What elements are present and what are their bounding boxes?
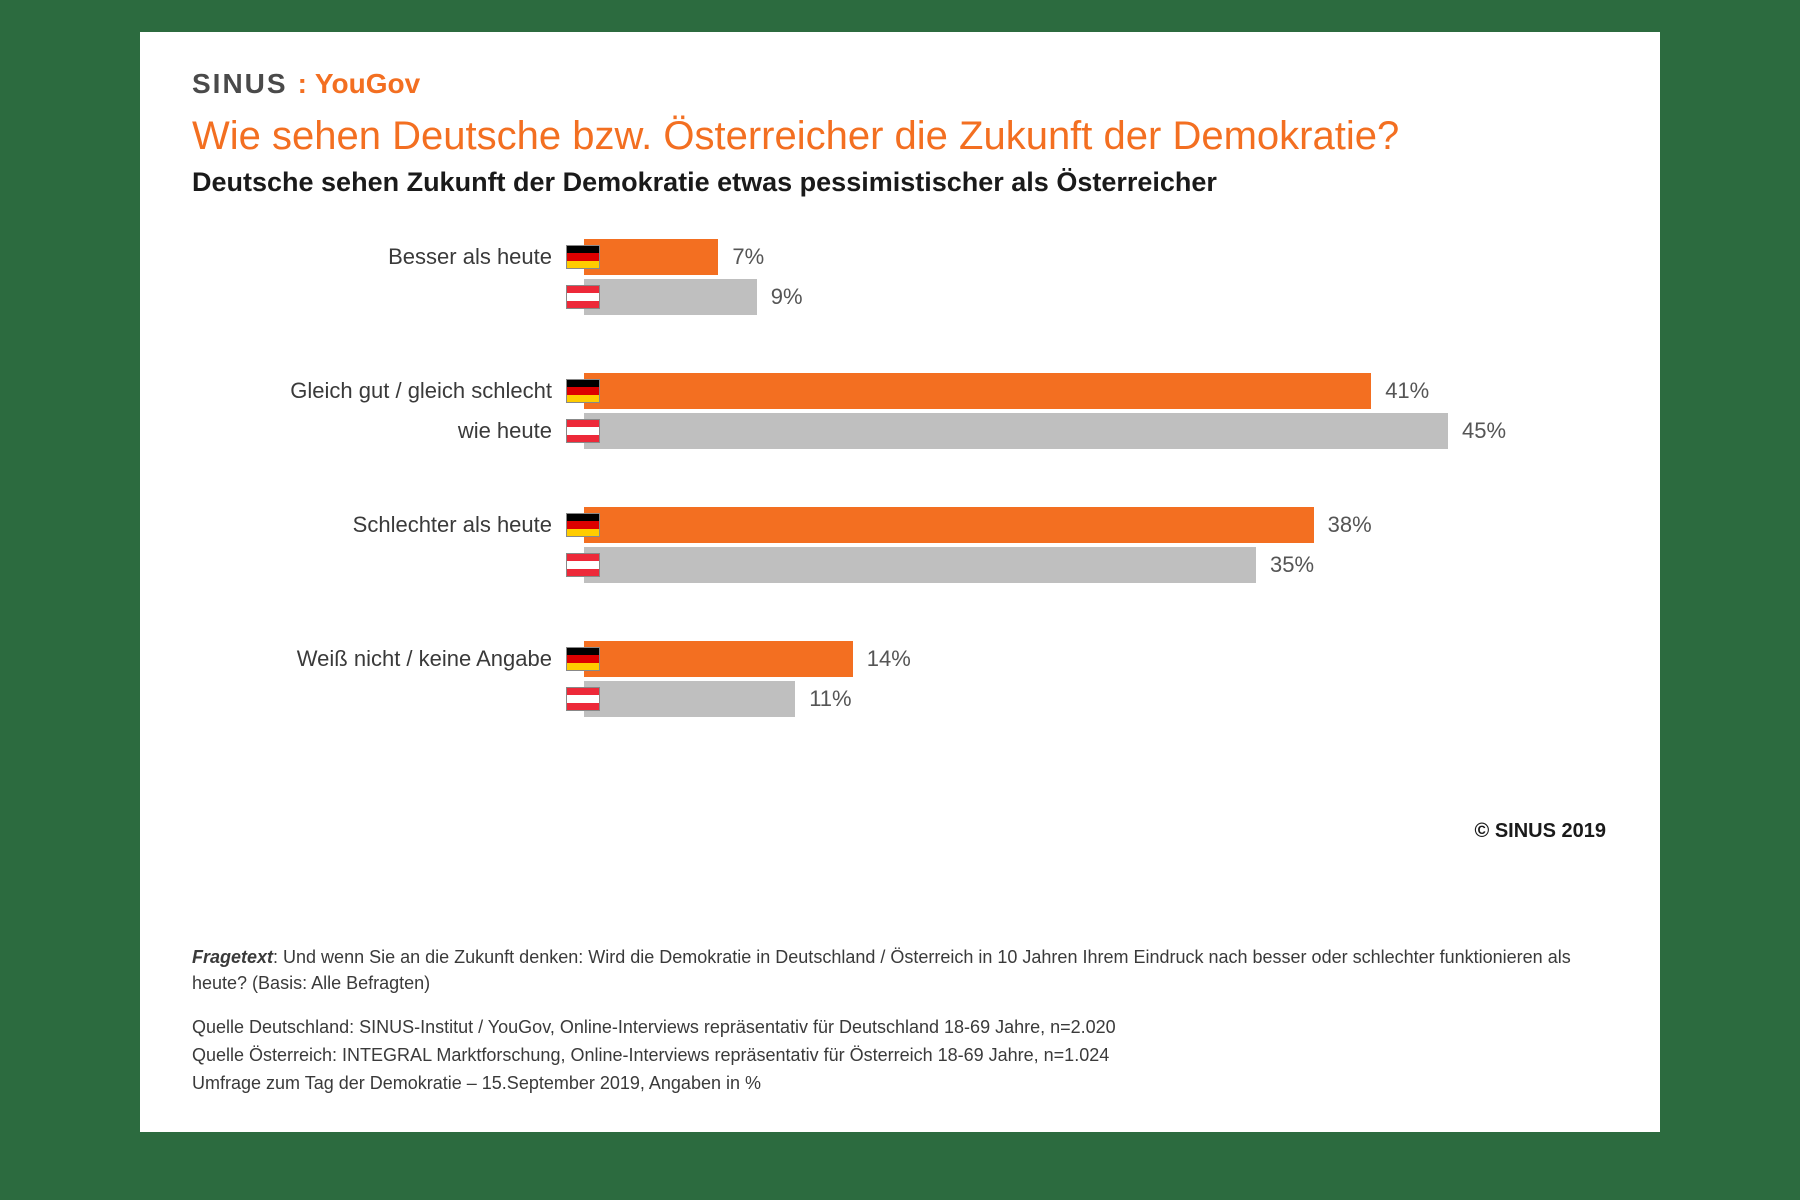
bar-area: 11%: [566, 681, 1588, 717]
bar-row: 11%: [232, 680, 1588, 718]
category-group: Weiß nicht / keine Angabe 14% 11%: [232, 640, 1588, 718]
bar-area: 35%: [566, 547, 1588, 583]
survey-note: Umfrage zum Tag der Demokratie – 15.Sept…: [192, 1070, 1608, 1096]
logo-bar: SINUS : YouGov: [192, 68, 1608, 100]
question-text: : Und wenn Sie an die Zukunft denken: Wi…: [192, 947, 1571, 993]
question-label: Fragetext: [192, 947, 273, 967]
bar-area: 41%: [566, 373, 1588, 409]
bar-row: Besser als heute 7%: [232, 238, 1588, 276]
bar-row: wie heute 45%: [232, 412, 1588, 450]
bar: [584, 239, 718, 275]
bar-value: 38%: [1328, 512, 1372, 538]
austria-flag-icon: [566, 285, 600, 309]
logo-separator-icon: :: [298, 68, 305, 100]
bar: [584, 681, 795, 717]
category-label: Weiß nicht / keine Angabe: [232, 646, 566, 672]
category-group: Besser als heute 7% 9%: [232, 238, 1588, 316]
category-group: Gleich gut / gleich schlecht 41% wie heute…: [232, 372, 1588, 450]
category-group: Schlechter als heute 38% 35%: [232, 506, 1588, 584]
bar-row: Schlechter als heute 38%: [232, 506, 1588, 544]
bar: [584, 279, 757, 315]
austria-flag-icon: [566, 419, 600, 443]
bar-value: 7%: [732, 244, 764, 270]
source-at: Quelle Österreich: INTEGRAL Marktforschu…: [192, 1042, 1608, 1068]
bar: [584, 507, 1314, 543]
bar-value: 41%: [1385, 378, 1429, 404]
bar-area: 9%: [566, 279, 1588, 315]
austria-flag-icon: [566, 687, 600, 711]
bar-row: 9%: [232, 278, 1588, 316]
bar-row: 35%: [232, 546, 1588, 584]
bar-value: 11%: [809, 686, 851, 712]
bar-area: 14%: [566, 641, 1588, 677]
bar: [584, 373, 1371, 409]
bar-value: 45%: [1462, 418, 1506, 444]
category-label: wie heute: [232, 418, 566, 444]
bar-row: Gleich gut / gleich schlecht 41%: [232, 372, 1588, 410]
category-label: Schlechter als heute: [232, 512, 566, 538]
chart-card: SINUS : YouGov Wie sehen Deutsche bzw. Ö…: [140, 32, 1660, 1132]
bar-area: 45%: [566, 413, 1588, 449]
category-label: Besser als heute: [232, 244, 566, 270]
germany-flag-icon: [566, 647, 600, 671]
germany-flag-icon: [566, 245, 600, 269]
bar-row: Weiß nicht / keine Angabe 14%: [232, 640, 1588, 678]
source-de: Quelle Deutschland: SINUS-Institut / You…: [192, 1014, 1608, 1040]
logo-yougov: YouGov: [315, 68, 420, 100]
copyright-label: © SINUS 2019: [1475, 820, 1606, 843]
bar-value: 9%: [771, 284, 803, 310]
bar: [584, 641, 853, 677]
germany-flag-icon: [566, 379, 600, 403]
germany-flag-icon: [566, 513, 600, 537]
bar-value: 14%: [867, 646, 911, 672]
category-label: Gleich gut / gleich schlecht: [232, 378, 566, 404]
bar-value: 35%: [1270, 552, 1314, 578]
chart-subtitle: Deutsche sehen Zukunft der Demokratie et…: [192, 167, 1608, 198]
chart-title: Wie sehen Deutsche bzw. Österreicher die…: [192, 114, 1608, 159]
logo-sinus: SINUS: [192, 68, 288, 100]
bar-chart: Besser als heute 7% 9% Gleich gut / gleich …: [232, 238, 1588, 718]
bar: [584, 547, 1256, 583]
austria-flag-icon: [566, 553, 600, 577]
footer-notes: Fragetext: Und wenn Sie an die Zukunft d…: [192, 944, 1608, 1098]
bar-area: 7%: [566, 239, 1588, 275]
bar: [584, 413, 1448, 449]
bar-area: 38%: [566, 507, 1588, 543]
